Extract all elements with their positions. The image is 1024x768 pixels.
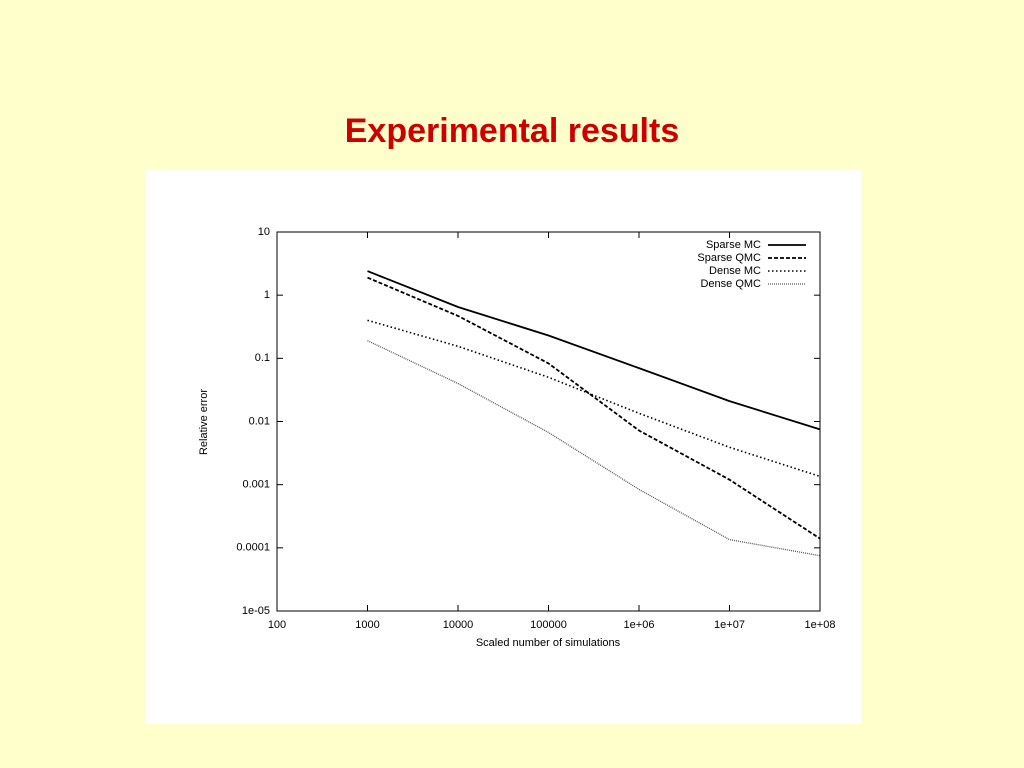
y-tick-label: 0.01 — [249, 415, 270, 427]
y-tick-label: 0.0001 — [236, 542, 270, 554]
series-line — [367, 270, 821, 431]
y-tick-label: 0.1 — [255, 352, 270, 364]
x-tick-label: 1e+07 — [714, 619, 745, 631]
x-tick-label: 1e+06 — [624, 619, 655, 631]
x-tick-label: 1e+08 — [805, 619, 836, 631]
x-tick-label: 1000 — [355, 619, 379, 631]
y-tick-label: 1e-05 — [242, 605, 270, 617]
series-line — [367, 340, 821, 557]
legend-label: Dense QMC — [700, 278, 761, 290]
y-tick-label: 1 — [264, 289, 270, 301]
legend-label: Dense MC — [709, 265, 761, 277]
x-tick-label: 100 — [268, 619, 286, 631]
slide-title: Experimental results — [345, 112, 679, 150]
series-line — [367, 276, 821, 540]
y-axis-label: Relative error — [198, 389, 210, 455]
chart-panel — [145, 170, 861, 724]
y-tick-label: 0.001 — [242, 479, 270, 491]
x-tick-label: 10000 — [443, 619, 474, 631]
legend-label: Sparse MC — [706, 239, 761, 251]
x-axis-label: Scaled number of simulations — [476, 637, 621, 649]
y-tick-label: 10 — [258, 226, 270, 238]
x-tick-label: 100000 — [530, 619, 567, 631]
legend-label: Sparse QMC — [697, 252, 761, 264]
